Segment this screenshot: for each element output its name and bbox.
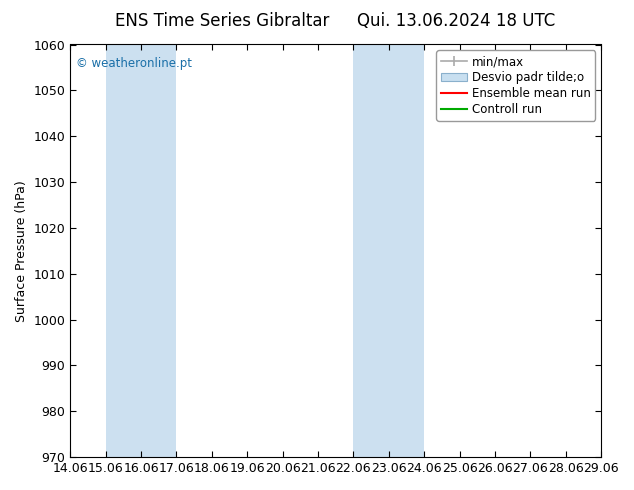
Text: © weatheronline.pt: © weatheronline.pt bbox=[75, 57, 191, 70]
Legend: min/max, Desvio padr tilde;o, Ensemble mean run, Controll run: min/max, Desvio padr tilde;o, Ensemble m… bbox=[436, 50, 595, 121]
Bar bbox=[106, 45, 176, 457]
Bar bbox=[353, 45, 424, 457]
Y-axis label: Surface Pressure (hPa): Surface Pressure (hPa) bbox=[15, 180, 28, 322]
Text: Qui. 13.06.2024 18 UTC: Qui. 13.06.2024 18 UTC bbox=[358, 12, 555, 30]
Bar bbox=[601, 45, 634, 457]
Text: ENS Time Series Gibraltar: ENS Time Series Gibraltar bbox=[115, 12, 329, 30]
